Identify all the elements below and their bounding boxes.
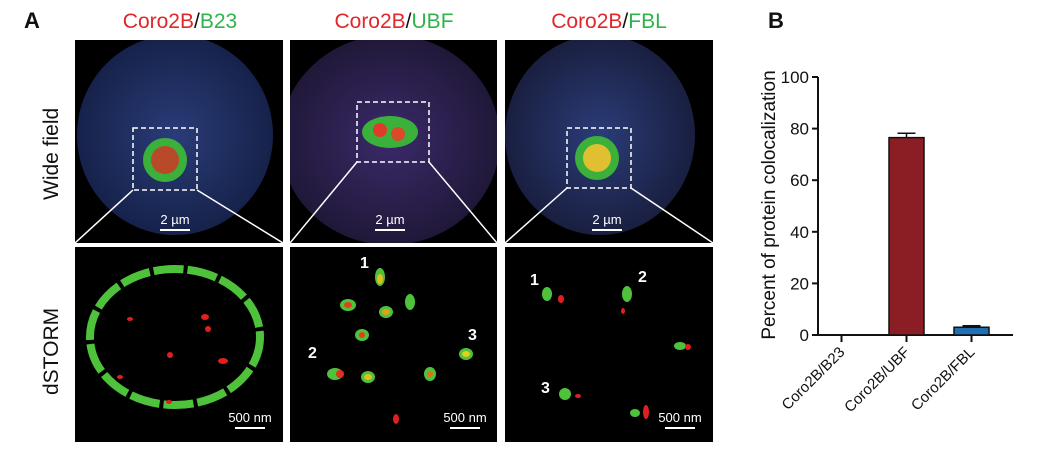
y-tick-label: 100: [781, 68, 809, 87]
scale-bar: 500 nm: [650, 410, 710, 429]
row-label-dstorm: dSTORM: [40, 307, 63, 395]
cluster-marker: 3: [541, 380, 550, 397]
y-tick-label: 40: [790, 223, 809, 242]
scale-bar: 500 nm: [220, 410, 280, 429]
panel-a-label: A: [24, 8, 40, 33]
column-title-fbl: Coro2B/FBL: [551, 10, 667, 33]
y-tick-label: 80: [790, 120, 809, 139]
bar: [953, 326, 990, 336]
y-tick-label: 0: [800, 326, 809, 345]
x-tick-label: Coro2B/B23: [779, 344, 849, 414]
column-title-b23: Coro2B/B23: [122, 10, 238, 33]
widefield-image-ubf: 2 µm: [290, 40, 497, 243]
y-tick-label: 20: [790, 274, 809, 293]
x-tick-label: Coro2B/FBL: [908, 344, 978, 414]
column-title-ubf: Coro2B/UBF: [334, 10, 454, 33]
cluster-marker: 2: [638, 269, 647, 286]
panel-b-label: B: [768, 8, 784, 33]
y-axis-label: Percent of protein colocalization: [759, 70, 780, 339]
cluster-marker: 1: [360, 255, 369, 272]
dstorm-image-fbl: 1 2 3 500 nm: [505, 247, 713, 442]
bar: [888, 136, 925, 336]
cluster-marker: 1: [530, 272, 539, 289]
scale-bar: 500 nm: [435, 410, 495, 429]
scale-bar: 2 µm: [145, 212, 205, 231]
dstorm-image-b23: 500 nm: [75, 247, 283, 442]
dstorm-image-ubf: 1 2 3 500 nm: [290, 247, 497, 442]
y-tick-label: 60: [790, 171, 809, 190]
cluster-marker: 2: [308, 345, 317, 362]
cluster-marker: 3: [468, 327, 477, 344]
scale-bar: 2 µm: [577, 212, 637, 231]
row-label-wide-field: Wide field: [40, 107, 63, 200]
colocalization-bar-chart: Percent of protein colocalization 0 20 40 6…: [759, 68, 1013, 416]
x-tick-label: Coro2B/UBF: [841, 344, 913, 416]
widefield-image-b23: 2 µm: [75, 40, 283, 243]
scale-bar: 2 µm: [360, 212, 420, 231]
widefield-image-fbl: 2 µm: [505, 40, 713, 243]
